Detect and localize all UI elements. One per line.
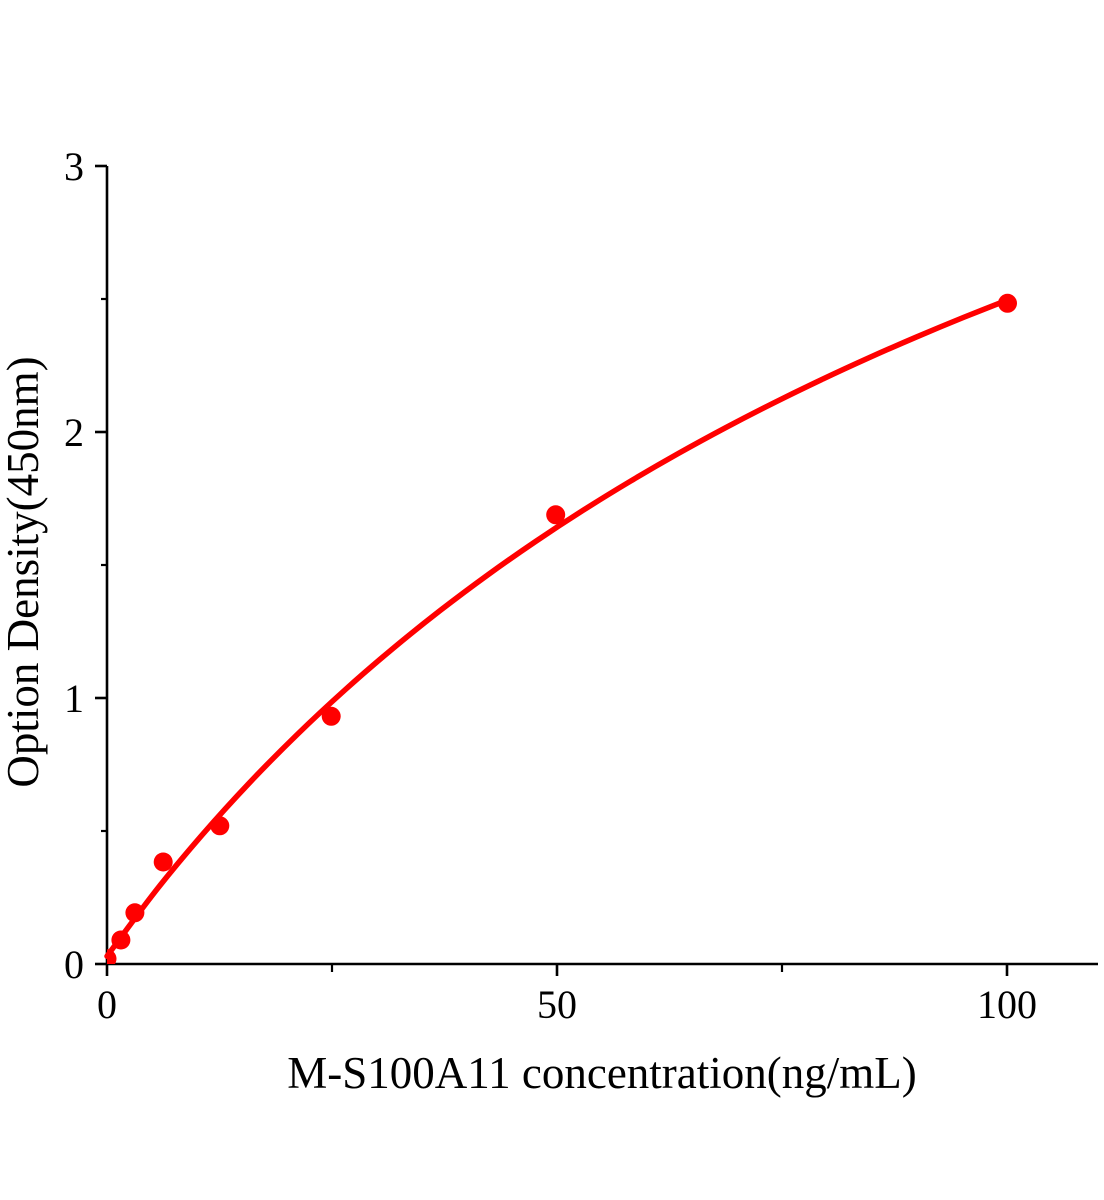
svg-text:M-S100A11 concentration(ng/mL): M-S100A11 concentration(ng/mL) — [287, 1048, 916, 1098]
svg-text:3: 3 — [64, 144, 84, 189]
svg-text:0: 0 — [97, 982, 117, 1027]
svg-text:0: 0 — [64, 942, 84, 987]
svg-text:1: 1 — [64, 676, 84, 721]
svg-text:100: 100 — [977, 982, 1037, 1027]
svg-text:50: 50 — [537, 982, 577, 1027]
svg-text:Option Density(450nm): Option Density(450nm) — [0, 356, 48, 787]
svg-text:2: 2 — [64, 410, 84, 455]
